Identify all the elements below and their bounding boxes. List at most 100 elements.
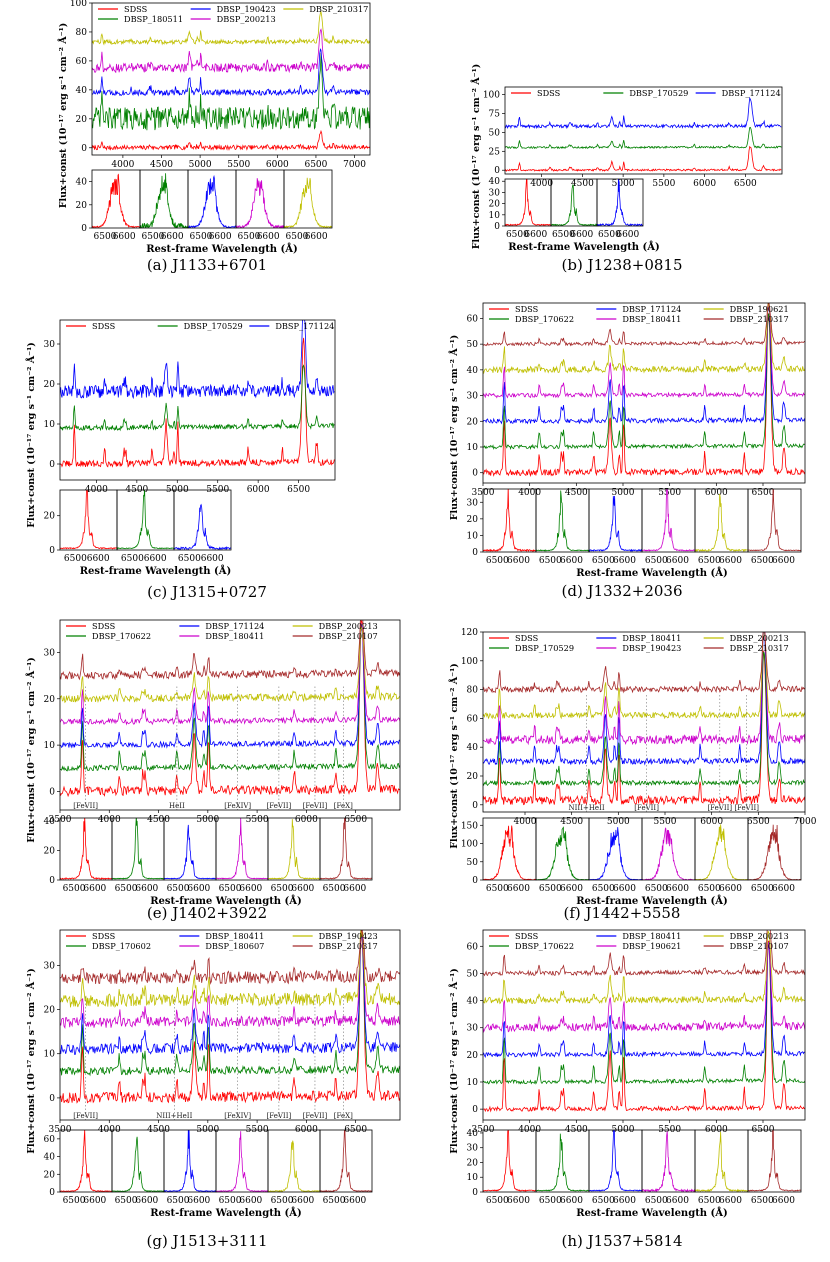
inset-line-SDSS: [483, 1130, 536, 1192]
y-axis-label: Flux+const (10⁻¹⁷ erg s⁻¹ cm⁻² Å⁻¹): [25, 968, 37, 1154]
x-tick-label: 5500: [227, 160, 250, 170]
panel-caption: (e) J1402+3922: [147, 904, 267, 922]
inset-y-tick-label: 0: [49, 876, 55, 886]
inset-y-tick-label: 20: [467, 515, 479, 525]
spectra-group: [483, 930, 805, 1113]
inset-x-tick-label: 6600: [83, 1196, 106, 1206]
series-line-DBSP_210317: [60, 930, 400, 986]
y-tick-label: 20: [44, 1006, 56, 1016]
inset-line-DBSP_200213: [236, 178, 284, 228]
inset-y-tick-label: 10: [489, 211, 501, 221]
y-tick-label: 0: [49, 460, 55, 470]
annotation-label: [FeVII]: [267, 1112, 292, 1120]
inset-y-tick-label: 0: [472, 1188, 478, 1198]
panel-caption: (h) J1537+5814: [561, 1232, 682, 1250]
inset-y-tick-label: 40: [44, 1153, 56, 1163]
series-line-DBSP_190621: [483, 941, 805, 1033]
y-tick-label: 0: [472, 801, 478, 811]
y-tick-label: 60: [467, 714, 479, 724]
y-tick-label: 25: [489, 147, 501, 157]
panel-caption: (f) J1442+5558: [564, 904, 681, 922]
x-tick-label: 4500: [560, 817, 583, 827]
inset-x-tick-label: 6500: [539, 884, 562, 894]
annotation-label: NIII+HeII: [569, 804, 605, 812]
inset-line-DBSP_171124: [597, 179, 643, 226]
panel-d: 3500 4000 4500 5000 5500 6000 6500010203040506…: [448, 302, 806, 600]
series-line-SDSS: [60, 930, 400, 1104]
y-axis-label: Flux+const (10⁻¹⁷ erg s⁻¹ cm⁻² Å⁻¹): [448, 663, 460, 849]
series-line-DBSP_170622: [483, 313, 805, 451]
x-tick-label: 6500: [734, 179, 757, 189]
inset-x-tick-label: 6600: [719, 556, 742, 566]
inset-x-tick-label: 6500: [63, 1196, 86, 1206]
annotation-label: [FeVII]: [303, 1112, 328, 1120]
series-line-DBSP_180411: [483, 303, 805, 399]
legend-entry: SDSS: [515, 304, 539, 314]
series-line-DBSP_180607: [60, 932, 400, 1030]
inset-frame: [694, 817, 749, 881]
inset-frame: [173, 489, 232, 551]
inset-x-tick-label: 6600: [291, 884, 314, 894]
inset-x-tick-label: 6500: [271, 884, 294, 894]
inset-x-tick-label: 6500: [286, 232, 309, 242]
y-axis-label: Flux+const (10⁻¹⁷ erg s⁻¹ cm⁻² Å⁻¹): [57, 23, 69, 209]
inset-x-tick-label: 6600: [209, 232, 232, 242]
inset-x-tick-label: 6500: [178, 554, 201, 564]
annotation-label: [FeXIV]: [224, 1112, 251, 1120]
panel-caption: (c) J1315+0727: [147, 583, 267, 601]
annotation-label: [FeVII]: [267, 802, 292, 810]
inset-x-tick-label: 6500: [698, 556, 721, 566]
x-tick-label: 6500: [752, 488, 775, 498]
panel-caption: (g) J1513+3111: [146, 1232, 267, 1250]
y-tick-label: 40: [467, 997, 479, 1007]
series-line-DBSP_200213: [483, 632, 805, 720]
y-tick-label: 30: [44, 648, 56, 658]
inset-x-tick-label: 6500: [94, 232, 117, 242]
legend-entry: DBSP_200213: [217, 14, 276, 24]
inset-frame: [139, 169, 189, 229]
inset-y-tick-label: 20: [489, 200, 501, 210]
x-tick-label: 6000: [247, 485, 270, 495]
y-tick-label: 10: [467, 443, 479, 453]
series-line-DBSP_170622: [483, 941, 805, 1085]
x-axis-label: Rest-frame Wavelength (Å): [508, 241, 660, 253]
inset-x-tick-label: 6500: [698, 884, 721, 894]
series-line-SDSS: [483, 313, 805, 478]
legend-entry: DBSP_210317: [309, 4, 368, 14]
inset-x-tick-label: 6500: [115, 884, 138, 894]
inset-line-DBSP_210317: [748, 489, 801, 552]
inset-y-tick-label: 0: [494, 222, 500, 232]
plot-frame: [482, 302, 806, 484]
inset-y-tick-label: 30: [467, 498, 479, 508]
inset-x-tick-label: 6500: [63, 884, 86, 894]
annotation-label: [FeVII]: [303, 802, 328, 810]
annotation-label: [FeVII]: [634, 804, 659, 812]
inset-y-tick-label: 40: [489, 177, 501, 187]
inset-line-DBSP_210107: [320, 818, 372, 880]
y-tick-label: 100: [483, 91, 500, 101]
legend-entry: SDSS: [92, 621, 116, 631]
inset-x-tick-label: 6600: [772, 884, 795, 894]
inset-y-tick-label: 20: [467, 1158, 479, 1168]
x-tick-label: 5500: [654, 817, 677, 827]
inset-line-SDSS: [60, 1130, 112, 1192]
series-line-DBSP_180411: [483, 941, 805, 1059]
inset-frame: [747, 817, 802, 881]
annotation-label: [FeVII]: [734, 804, 759, 812]
inset-x-tick-label: 6600: [87, 554, 110, 564]
inset-x-tick-label: 6600: [507, 1196, 530, 1206]
plot-frame: [504, 86, 783, 175]
inset-frame: [596, 178, 644, 227]
legend-entry: DBSP_180411: [205, 931, 264, 941]
legend-entry: DBSP_170622: [515, 941, 574, 951]
inset-x-tick-label: 6600: [613, 556, 636, 566]
inset-y-tick-label: 0: [49, 546, 55, 556]
inset-x-tick-label: 6600: [719, 884, 742, 894]
series-line-DBSP_190423: [60, 930, 400, 1008]
inset-x-tick-label: 6600: [161, 232, 184, 242]
x-tick-label: 6500: [287, 485, 310, 495]
panel-a: 4000 4500 5000 5500 6000 6500 7000 0 20 40 60 80 100…: [57, 0, 371, 274]
inset-x-tick-label: 6500: [219, 1196, 242, 1206]
x-tick-label: 4000: [514, 817, 537, 827]
